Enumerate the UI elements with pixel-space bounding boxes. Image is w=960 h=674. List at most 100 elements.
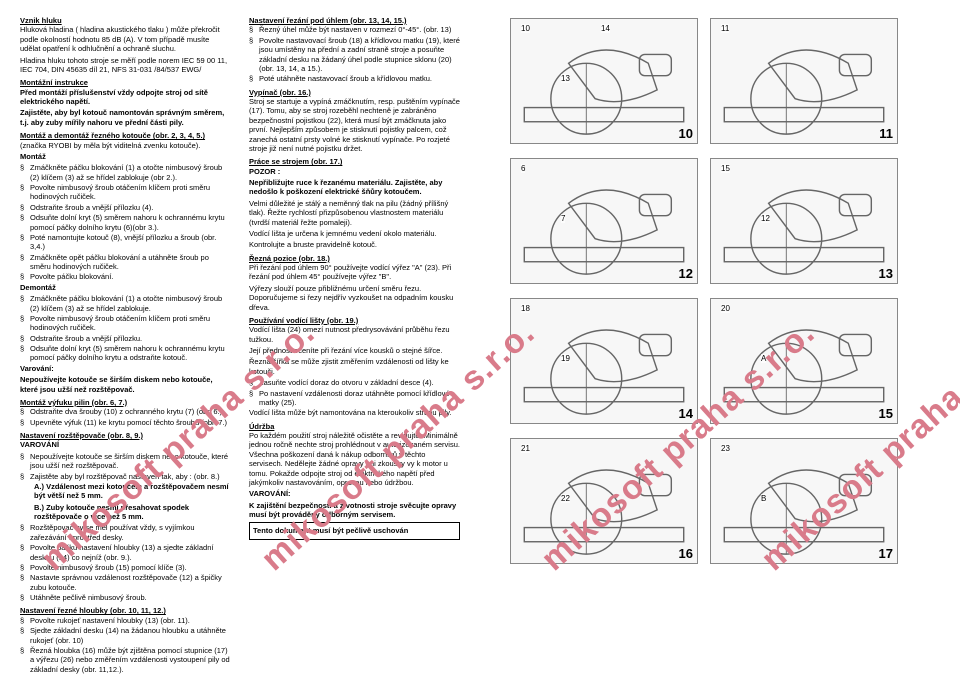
- list-item: Po nastavení vzdálenosti doraz utáhněte …: [249, 389, 460, 408]
- text: Řezná šířka se může zjistit změřením vzd…: [249, 357, 460, 376]
- list-item: Povolte páčku nastavení hloubky (13) a s…: [20, 543, 231, 562]
- figure-label: 13: [879, 266, 893, 281]
- list-item: Poté utáhněte nastavovací šroub a křídlo…: [249, 74, 460, 83]
- list-rezani: Řezný úhel může být nastaven v rozmezí 0…: [249, 25, 460, 83]
- text: Při řezání pod úhlem 90° používejte vodí…: [249, 263, 460, 282]
- column-2: Nastavení řezání pod úhlem (obr. 13, 14,…: [249, 12, 460, 645]
- text-b: B.) Zuby kotouče nesmí přesahovat spodek…: [20, 503, 231, 522]
- list-item: Nepoužívejte kotouče se širším diskem ne…: [20, 452, 231, 471]
- list-item: Zmáčkněte páčku blokování (1) a otočte n…: [20, 294, 231, 313]
- heading-demontaz: Demontáž: [20, 283, 231, 292]
- figure-13: 13 15 12: [710, 158, 898, 284]
- list-item: Povolte nimbusový šroub otáčením klíčem …: [20, 183, 231, 202]
- callout: 15: [721, 164, 730, 173]
- callout: 19: [561, 354, 570, 363]
- figure-14: 141819: [510, 298, 698, 424]
- list-item: Řezný úhel může být nastaven v rozmezí 0…: [249, 25, 460, 34]
- list-lista: Zasuňte vodící doraz do otvoru v základn…: [249, 378, 460, 407]
- figure-label: 16: [679, 546, 693, 561]
- list-item: Upevněte výfuk (11) ke krytu pomocí těch…: [20, 418, 231, 427]
- list-item: Zajistěte aby byl rozštěpovač nastaven t…: [20, 472, 231, 481]
- figure-label: 12: [679, 266, 693, 281]
- heading-udrzba: Údržba: [249, 422, 460, 431]
- heading-varovani3: VAROVÁNÍ:: [249, 489, 460, 498]
- callout: 22: [561, 494, 570, 503]
- heading-hloubka: Nastavení řezné hloubky (obr. 10, 11, 12…: [20, 606, 231, 615]
- text: Vodící lišta je určena k jemnému vedení …: [249, 229, 460, 238]
- heading-prace: Práce se strojem (obr. 17.): [249, 157, 460, 166]
- list-item: Povolte nimbusový šroub otáčením klíčem …: [20, 314, 231, 333]
- heading-vyfuk: Montáž výfuku pilin (obr. 6, 7.): [20, 398, 231, 407]
- text: Vodící lišta (24) omezí nutnost předryso…: [249, 325, 460, 344]
- callout: 6: [521, 164, 525, 173]
- list-item: Odstraňte dva šrouby (10) z ochranného k…: [20, 407, 231, 416]
- figure-10: 10 10 13 14: [510, 18, 698, 144]
- heading-varovani: Varování:: [20, 364, 231, 373]
- callout: 13: [561, 74, 570, 83]
- text: Velmi důležité je stálý a neměnný tlak n…: [249, 199, 460, 227]
- text-bold: Nepoužívejte kotouče se širším diskem ne…: [20, 375, 231, 394]
- callout: 23: [721, 444, 730, 453]
- right-page: 10101314111112671315121418191520A1621221…: [480, 0, 960, 657]
- figure-label: 10: [679, 126, 693, 141]
- heading-montaz-demontaz: Montáž a demontáž řezného kotouče (obr. …: [20, 131, 231, 140]
- list-demontaz: Zmáčkněte páčku blokování (1) a otočte n…: [20, 294, 231, 363]
- list-item: Zmáčkněte páčku blokování (1) a otočte n…: [20, 163, 231, 182]
- text: Po každém použití stroj náležitě očistět…: [249, 431, 460, 487]
- list-varov2: Rozštěpovač by se měl používat vždy, s v…: [20, 523, 231, 602]
- text-bold: Zajistěte, aby byl kotouč namontován spr…: [20, 108, 231, 127]
- text: Vodící lišta může být namontována na kte…: [249, 408, 460, 417]
- list-item: Odsuňte dolní kryt (5) směrem nahoru k o…: [20, 213, 231, 232]
- left-page: Vznik hluku Hluková hladina ( hladina ak…: [0, 0, 480, 657]
- text-bold: Nepřibližujte ruce k řezanému materiálu.…: [249, 178, 460, 197]
- list-item: Povolte páčku blokování.: [20, 272, 231, 281]
- heading-rezna-pozice: Řezná pozice (obr. 18.): [249, 254, 460, 263]
- list-item: Zasuňte vodící doraz do otvoru v základn…: [249, 378, 460, 387]
- figure-12: 12 6 7: [510, 158, 698, 284]
- text: Hluková hladina ( hladina akustického tl…: [20, 25, 231, 53]
- list-item: Odsuňte dolní kryt (5) směrem nahoru k o…: [20, 344, 231, 363]
- list-item: Povolte nastavovací šroub (18) a křídlov…: [249, 36, 460, 74]
- text: Její přednost oceníte při řezání více ko…: [249, 346, 460, 355]
- list-item: Nastavte správnou vzdálenost rozštěpovač…: [20, 573, 231, 592]
- callout: 21: [521, 444, 530, 453]
- figure-label: 15: [879, 406, 893, 421]
- text: Stroj se startuje a vypíná zmáčknutím, r…: [249, 97, 460, 153]
- heading-montaz: Montáž: [20, 152, 231, 161]
- callout: 20: [721, 304, 730, 313]
- text: Kontrolujte a bruste pravidelně kotouč.: [249, 240, 460, 249]
- callout: 11: [721, 24, 729, 33]
- callout: 12: [761, 214, 770, 223]
- list-item: Odstraňte šroub a vnější přílozku (4).: [20, 203, 231, 212]
- text: (značka RYOBI by měla být viditelná zven…: [20, 141, 231, 150]
- figure-15: 15 20 A: [710, 298, 898, 424]
- list-item: Odstraňte šroub a vnější přílozku.: [20, 334, 231, 343]
- callout: 7: [561, 214, 565, 223]
- callout: 10: [521, 24, 530, 33]
- heading-rozstep: Nastavení rozštěpovače (obr. 8, 9.): [20, 431, 231, 440]
- box-uschovani: Tento dokument musí být pečlivě uschován: [249, 522, 460, 539]
- figure-17: 17 23 B: [710, 438, 898, 564]
- callout: 18: [521, 304, 530, 313]
- figure-label: 17: [879, 546, 893, 561]
- callout: B: [761, 494, 766, 503]
- heading-pozor: POZOR :: [249, 167, 460, 176]
- figure-label: 11: [879, 126, 893, 141]
- list-item: Sjedte základní desku (14) na žádanou hl…: [20, 626, 231, 645]
- callout: 14: [601, 24, 610, 33]
- heading-varovani2: VAROVÁNÍ: [20, 440, 231, 449]
- list-item: Zmáčkněte opět páčku blokování a utáhnět…: [20, 253, 231, 272]
- heading-vznik-hluku: Vznik hluku: [20, 16, 231, 25]
- list-item: Rozštěpovač by se měl používat vždy, s v…: [20, 523, 231, 542]
- text-a: A.) Vzdálenost mezi kotoučem a rozštěpov…: [20, 482, 231, 501]
- text-bold: Před montáží příslušenství vždy odpojte …: [20, 88, 231, 107]
- list-hloubka: Povolte rukojeť nastavení hloubky (13) (…: [20, 616, 231, 674]
- heading-vodici-lista: Používání vodící lišty (obr. 19.): [249, 316, 460, 325]
- figure-16: 16 21 22: [510, 438, 698, 564]
- list-item: Poté namontujte kotouč (8), vnější přílo…: [20, 233, 231, 252]
- heading-rezani-uhel: Nastavení řezání pod úhlem (obr. 13, 14,…: [249, 16, 460, 25]
- callout: A: [761, 354, 766, 363]
- list-item: Povolte nimbusový šroub (15) pomocí klíč…: [20, 563, 231, 572]
- list-montaz: Zmáčkněte páčku blokování (1) a otočte n…: [20, 163, 231, 282]
- text: Výřezy slouží pouze přibližnému určení s…: [249, 284, 460, 312]
